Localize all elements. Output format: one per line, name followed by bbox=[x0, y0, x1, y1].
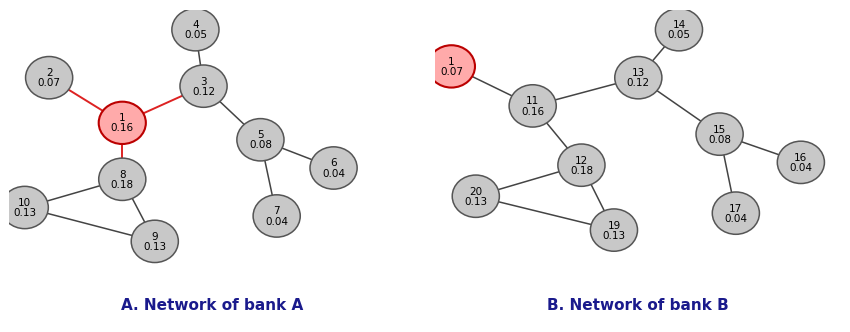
Text: 0.16: 0.16 bbox=[110, 124, 133, 133]
Text: 0.13: 0.13 bbox=[14, 208, 37, 218]
Text: 0.04: 0.04 bbox=[724, 214, 747, 224]
Text: 6: 6 bbox=[331, 158, 337, 168]
Ellipse shape bbox=[777, 141, 824, 184]
Text: 2: 2 bbox=[46, 68, 53, 78]
Text: 0.18: 0.18 bbox=[110, 180, 133, 190]
Ellipse shape bbox=[696, 113, 743, 155]
Text: 7: 7 bbox=[274, 207, 280, 216]
Ellipse shape bbox=[615, 56, 662, 99]
Text: 0.08: 0.08 bbox=[708, 135, 731, 145]
Text: 14: 14 bbox=[672, 20, 686, 30]
Ellipse shape bbox=[172, 9, 219, 51]
Text: 15: 15 bbox=[713, 124, 726, 134]
Text: A. Network of bank A: A. Network of bank A bbox=[121, 298, 303, 313]
Text: 4: 4 bbox=[192, 20, 199, 30]
Ellipse shape bbox=[237, 119, 284, 161]
Ellipse shape bbox=[558, 144, 605, 186]
Text: 0.12: 0.12 bbox=[626, 78, 650, 88]
Text: B. Network of bank B: B. Network of bank B bbox=[547, 298, 729, 313]
Ellipse shape bbox=[99, 102, 146, 144]
Ellipse shape bbox=[180, 65, 227, 107]
Ellipse shape bbox=[591, 209, 638, 251]
Text: 0.08: 0.08 bbox=[249, 140, 272, 150]
Text: 3: 3 bbox=[201, 77, 207, 87]
Text: 0.12: 0.12 bbox=[192, 87, 215, 97]
Text: 0.05: 0.05 bbox=[667, 30, 690, 41]
Ellipse shape bbox=[712, 192, 759, 234]
Text: 0.13: 0.13 bbox=[143, 242, 167, 252]
Text: 17: 17 bbox=[729, 204, 743, 213]
Text: 13: 13 bbox=[632, 68, 645, 78]
Ellipse shape bbox=[26, 56, 73, 99]
Text: 1: 1 bbox=[448, 57, 455, 67]
Text: 10: 10 bbox=[18, 198, 31, 208]
Text: 12: 12 bbox=[575, 156, 588, 166]
Ellipse shape bbox=[428, 45, 475, 88]
Ellipse shape bbox=[452, 175, 499, 217]
Text: 20: 20 bbox=[469, 187, 482, 197]
Text: 16: 16 bbox=[794, 153, 808, 163]
Text: 1: 1 bbox=[119, 113, 126, 123]
Ellipse shape bbox=[509, 85, 556, 127]
Ellipse shape bbox=[253, 195, 300, 237]
Text: 0.04: 0.04 bbox=[322, 169, 345, 179]
Text: 8: 8 bbox=[119, 170, 126, 180]
Text: 0.13: 0.13 bbox=[464, 197, 487, 207]
Text: 19: 19 bbox=[607, 220, 620, 230]
Ellipse shape bbox=[131, 220, 178, 263]
Text: 0.18: 0.18 bbox=[570, 166, 593, 176]
Ellipse shape bbox=[99, 158, 146, 201]
Text: 11: 11 bbox=[526, 96, 539, 106]
Ellipse shape bbox=[1, 186, 48, 229]
Text: 0.04: 0.04 bbox=[265, 216, 288, 227]
Text: 0.07: 0.07 bbox=[440, 67, 463, 77]
Text: 0.16: 0.16 bbox=[521, 107, 544, 117]
Text: 0.07: 0.07 bbox=[37, 78, 60, 88]
Text: 0.04: 0.04 bbox=[790, 163, 813, 173]
Text: 0.05: 0.05 bbox=[184, 30, 207, 41]
Text: 5: 5 bbox=[257, 130, 264, 140]
Ellipse shape bbox=[310, 147, 357, 189]
Ellipse shape bbox=[655, 9, 703, 51]
Text: 0.13: 0.13 bbox=[603, 231, 626, 241]
Text: 9: 9 bbox=[151, 232, 158, 242]
